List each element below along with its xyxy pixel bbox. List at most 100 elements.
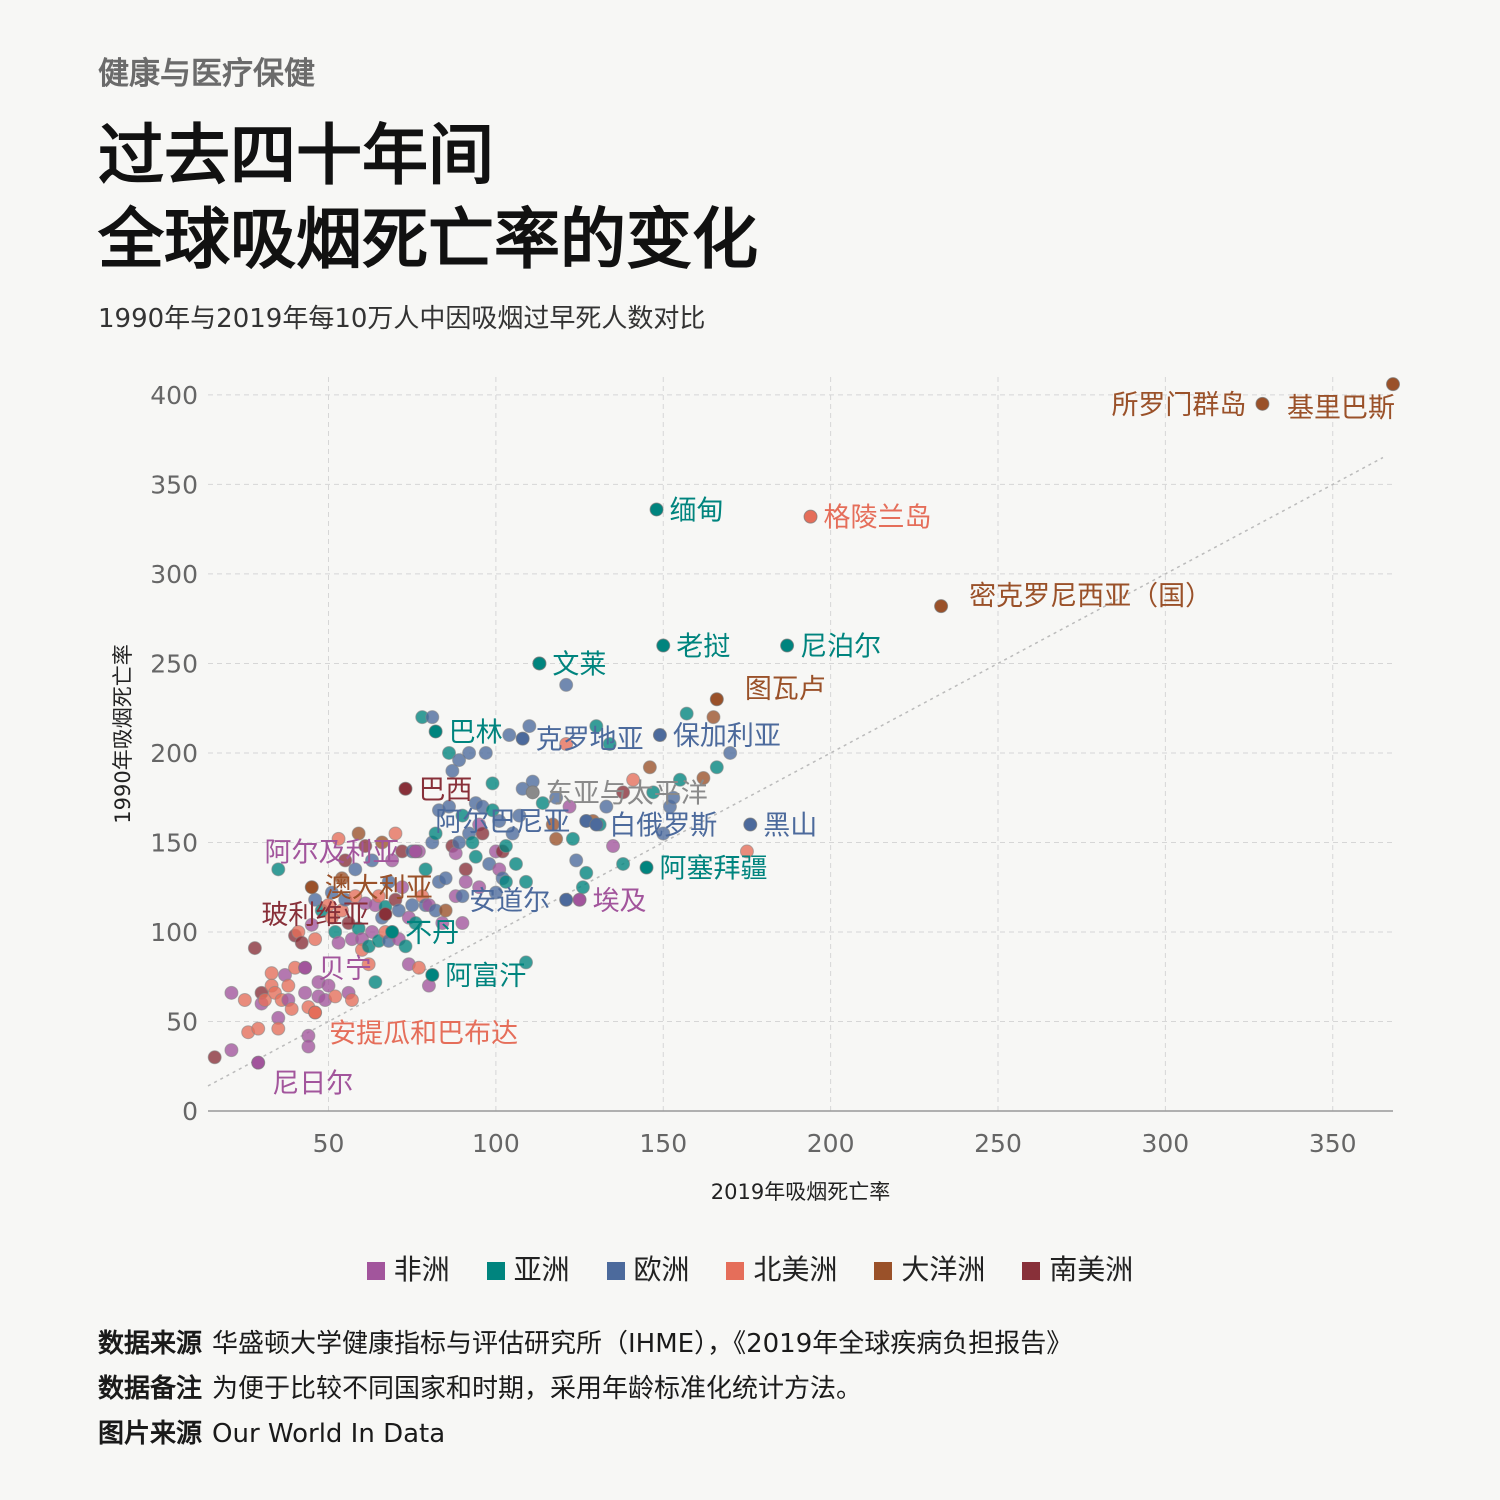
labeled-point [1255, 396, 1270, 411]
title-line-2: 全球吸烟死亡率的变化 [98, 201, 758, 278]
data-point [257, 993, 272, 1008]
data-point [281, 978, 296, 993]
legend-item-africa: 非洲 [366, 1248, 450, 1288]
data-point [562, 799, 577, 814]
data-point [361, 957, 376, 972]
labeled-point [304, 880, 319, 895]
point-label: 不丹 [405, 918, 459, 949]
labeled-point [515, 731, 530, 746]
labeled-point [639, 860, 654, 875]
legend-label-oceania: 大洋洲 [901, 1253, 986, 1286]
data-point [478, 745, 493, 760]
labeled-point [656, 638, 671, 653]
data-point [251, 1021, 266, 1036]
point-label: 贝宁 [318, 954, 372, 985]
data-point [304, 917, 319, 932]
data-point [348, 889, 363, 904]
y-tick-label: 100 [150, 918, 198, 947]
data-point [505, 826, 520, 841]
legend-swatch-south-america [1022, 1262, 1041, 1280]
y-tick-label: 0 [182, 1097, 198, 1126]
data-point [294, 935, 309, 950]
point-label: 阿尔及利亚 [265, 837, 400, 868]
labeled-point [425, 967, 440, 982]
data-point [344, 993, 359, 1008]
y-tick-label: 200 [150, 739, 198, 768]
data-point [535, 796, 550, 811]
labeled-point [559, 892, 574, 907]
legend-item-north-america: 北美洲 [726, 1248, 837, 1288]
data-point [452, 753, 467, 768]
data-point [462, 745, 477, 760]
data-point [602, 737, 617, 751]
legend-swatch-europe [606, 1262, 625, 1280]
point-label: 格陵兰岛 [824, 503, 932, 534]
point-label: 东亚与太平洋 [546, 778, 708, 809]
footer-image-label: 图片来源 [98, 1419, 203, 1449]
data-point [626, 772, 641, 787]
x-tick-label: 200 [807, 1129, 855, 1158]
labeled-point [589, 817, 604, 832]
labeled-point [709, 692, 724, 707]
point-label: 文莱 [552, 649, 606, 680]
point-label: 澳大利亚 [325, 873, 433, 904]
data-point [498, 839, 513, 854]
data-point [642, 760, 657, 775]
legend-label-africa: 非洲 [393, 1253, 450, 1286]
data-point [381, 874, 396, 889]
data-point [679, 706, 694, 721]
data-point [455, 808, 470, 823]
x-tick-label: 250 [974, 1129, 1022, 1158]
data-point [331, 935, 346, 950]
data-point [599, 799, 614, 814]
point-label: 老挝 [676, 632, 730, 663]
data-point [508, 856, 523, 871]
data-point [207, 1050, 222, 1065]
data-point [559, 737, 574, 751]
data-point [549, 831, 564, 846]
subtitle: 1990年与2019年每10万人中因吸烟过早死人数对比 [98, 304, 706, 334]
labeled-point [385, 924, 400, 939]
data-point [328, 989, 343, 1004]
data-point [575, 880, 590, 895]
data-point [488, 885, 503, 900]
data-point [428, 826, 443, 841]
data-point [485, 803, 500, 818]
labeled-point [934, 599, 949, 614]
point-label: 安道尔 [469, 886, 550, 917]
data-point [398, 939, 413, 954]
data-point [308, 932, 323, 947]
data-point [375, 835, 390, 850]
data-point [418, 862, 433, 877]
y-tick-label: 400 [150, 381, 198, 410]
point-label: 密克罗尼西亚（国） [969, 581, 1212, 612]
data-point [301, 1039, 316, 1054]
data-point [646, 785, 661, 800]
data-point [298, 985, 313, 1000]
data-point [616, 785, 631, 800]
point-label: 尼日尔 [272, 1069, 353, 1100]
data-point [237, 993, 252, 1008]
point-label: 克罗地亚 [536, 725, 644, 756]
legend-item-europe: 欧洲 [606, 1248, 690, 1288]
data-point [512, 808, 527, 823]
labeled-point [743, 817, 758, 832]
data-point [284, 1001, 299, 1016]
data-point [365, 853, 380, 868]
labeled-point [308, 1005, 323, 1020]
labeled-point [780, 638, 795, 653]
labeled-point [398, 781, 413, 796]
data-point [492, 813, 507, 828]
labeled-point [803, 509, 818, 524]
footer: 数据来源 华盛顿大学健康指标与评估研究所（IHME），《2019年全球疾病负担报告… [98, 1322, 1072, 1457]
point-label: 白俄罗斯 [609, 811, 717, 842]
data-point [442, 799, 457, 814]
legend-label-europe: 欧洲 [633, 1253, 690, 1286]
data-point [502, 728, 517, 743]
labeled-point [428, 724, 443, 739]
scatter-chart: 0 50 100 150 200 250 300 350 400 50 100 150 200 250 30… [111, 377, 1400, 1204]
data-point [666, 790, 681, 805]
data-point [569, 853, 584, 868]
point-label: 阿塞拜疆 [660, 854, 768, 885]
y-tick-label: 300 [150, 560, 198, 589]
